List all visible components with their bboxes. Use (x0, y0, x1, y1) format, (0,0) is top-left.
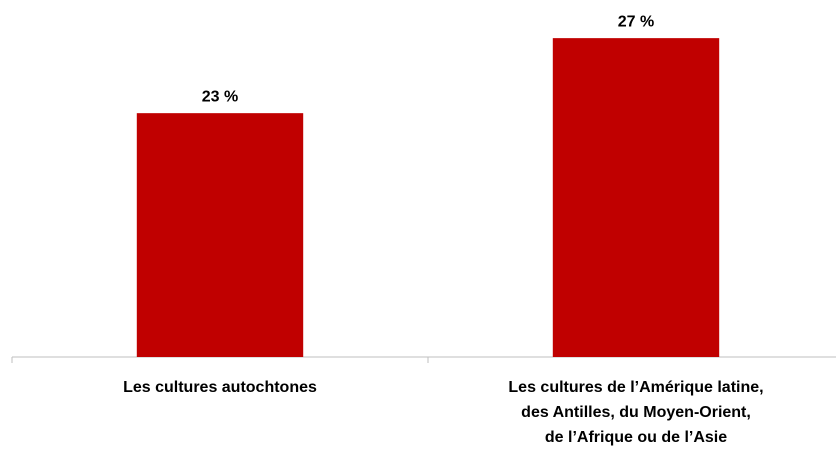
data-label: 27 % (618, 13, 654, 30)
bar (136, 113, 304, 357)
x-tick-label: Les cultures de l’Amérique latine, des An… (508, 379, 763, 446)
x-tick-label: Les cultures autochtones (123, 379, 317, 396)
bar (552, 38, 720, 358)
data-label: 23 % (202, 88, 238, 105)
